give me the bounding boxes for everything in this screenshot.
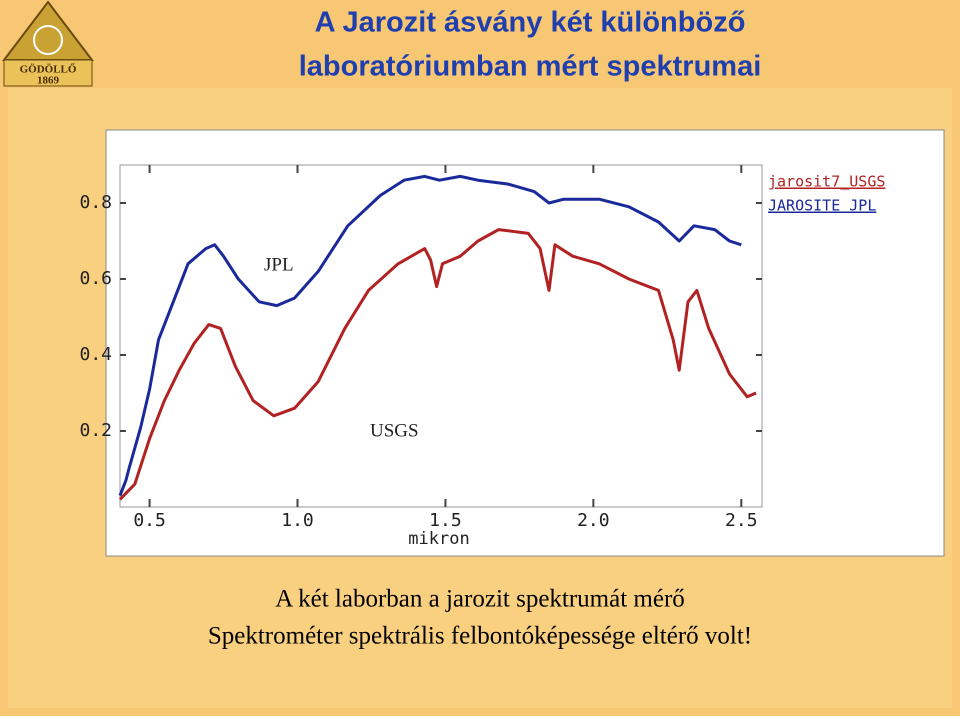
caption: Spektrométer spektrális felbontóképesség… <box>208 623 752 650</box>
y-tick-label: 0.6 <box>79 268 112 289</box>
title: A Jarozit ásvány két különböző <box>315 7 746 39</box>
y-tick-label: 0.8 <box>79 192 112 213</box>
logo-year: 1869 <box>37 75 60 87</box>
annotation: USGS <box>370 420 419 441</box>
plot-area <box>119 164 763 508</box>
annotation: JPL <box>264 254 294 275</box>
x-tick-label: 0.5 <box>133 510 166 531</box>
logo-name: GÖDÖLLŐ <box>20 63 77 76</box>
chart-frame <box>105 129 945 557</box>
logo: GÖDÖLLŐ 1869 <box>1 0 95 87</box>
legend-label: jarosit7_USGS <box>768 173 885 191</box>
series-line <box>118 228 757 501</box>
legend-label: JAROSITE JPL <box>768 197 876 215</box>
y-tick-label: 0.2 <box>79 420 112 441</box>
x-tick-label: 2.5 <box>725 510 758 531</box>
x-tick-label: 1.0 <box>281 510 314 531</box>
x-axis-label: mikron <box>408 529 469 549</box>
y-tick-label: 0.4 <box>79 344 112 365</box>
x-tick-label: 2.0 <box>577 510 610 531</box>
title: laboratóriumban mért spektrumai <box>299 51 762 83</box>
caption: A két laborban a jarozit spektrumát mérő <box>275 586 685 613</box>
chart: 0.2 0.4 0.6 0.8 0.5 1.0 1.5 2.0 2.5 mikron jarosit… <box>79 164 885 549</box>
x-tick-label: 1.5 <box>429 510 462 531</box>
series-line <box>118 174 742 497</box>
